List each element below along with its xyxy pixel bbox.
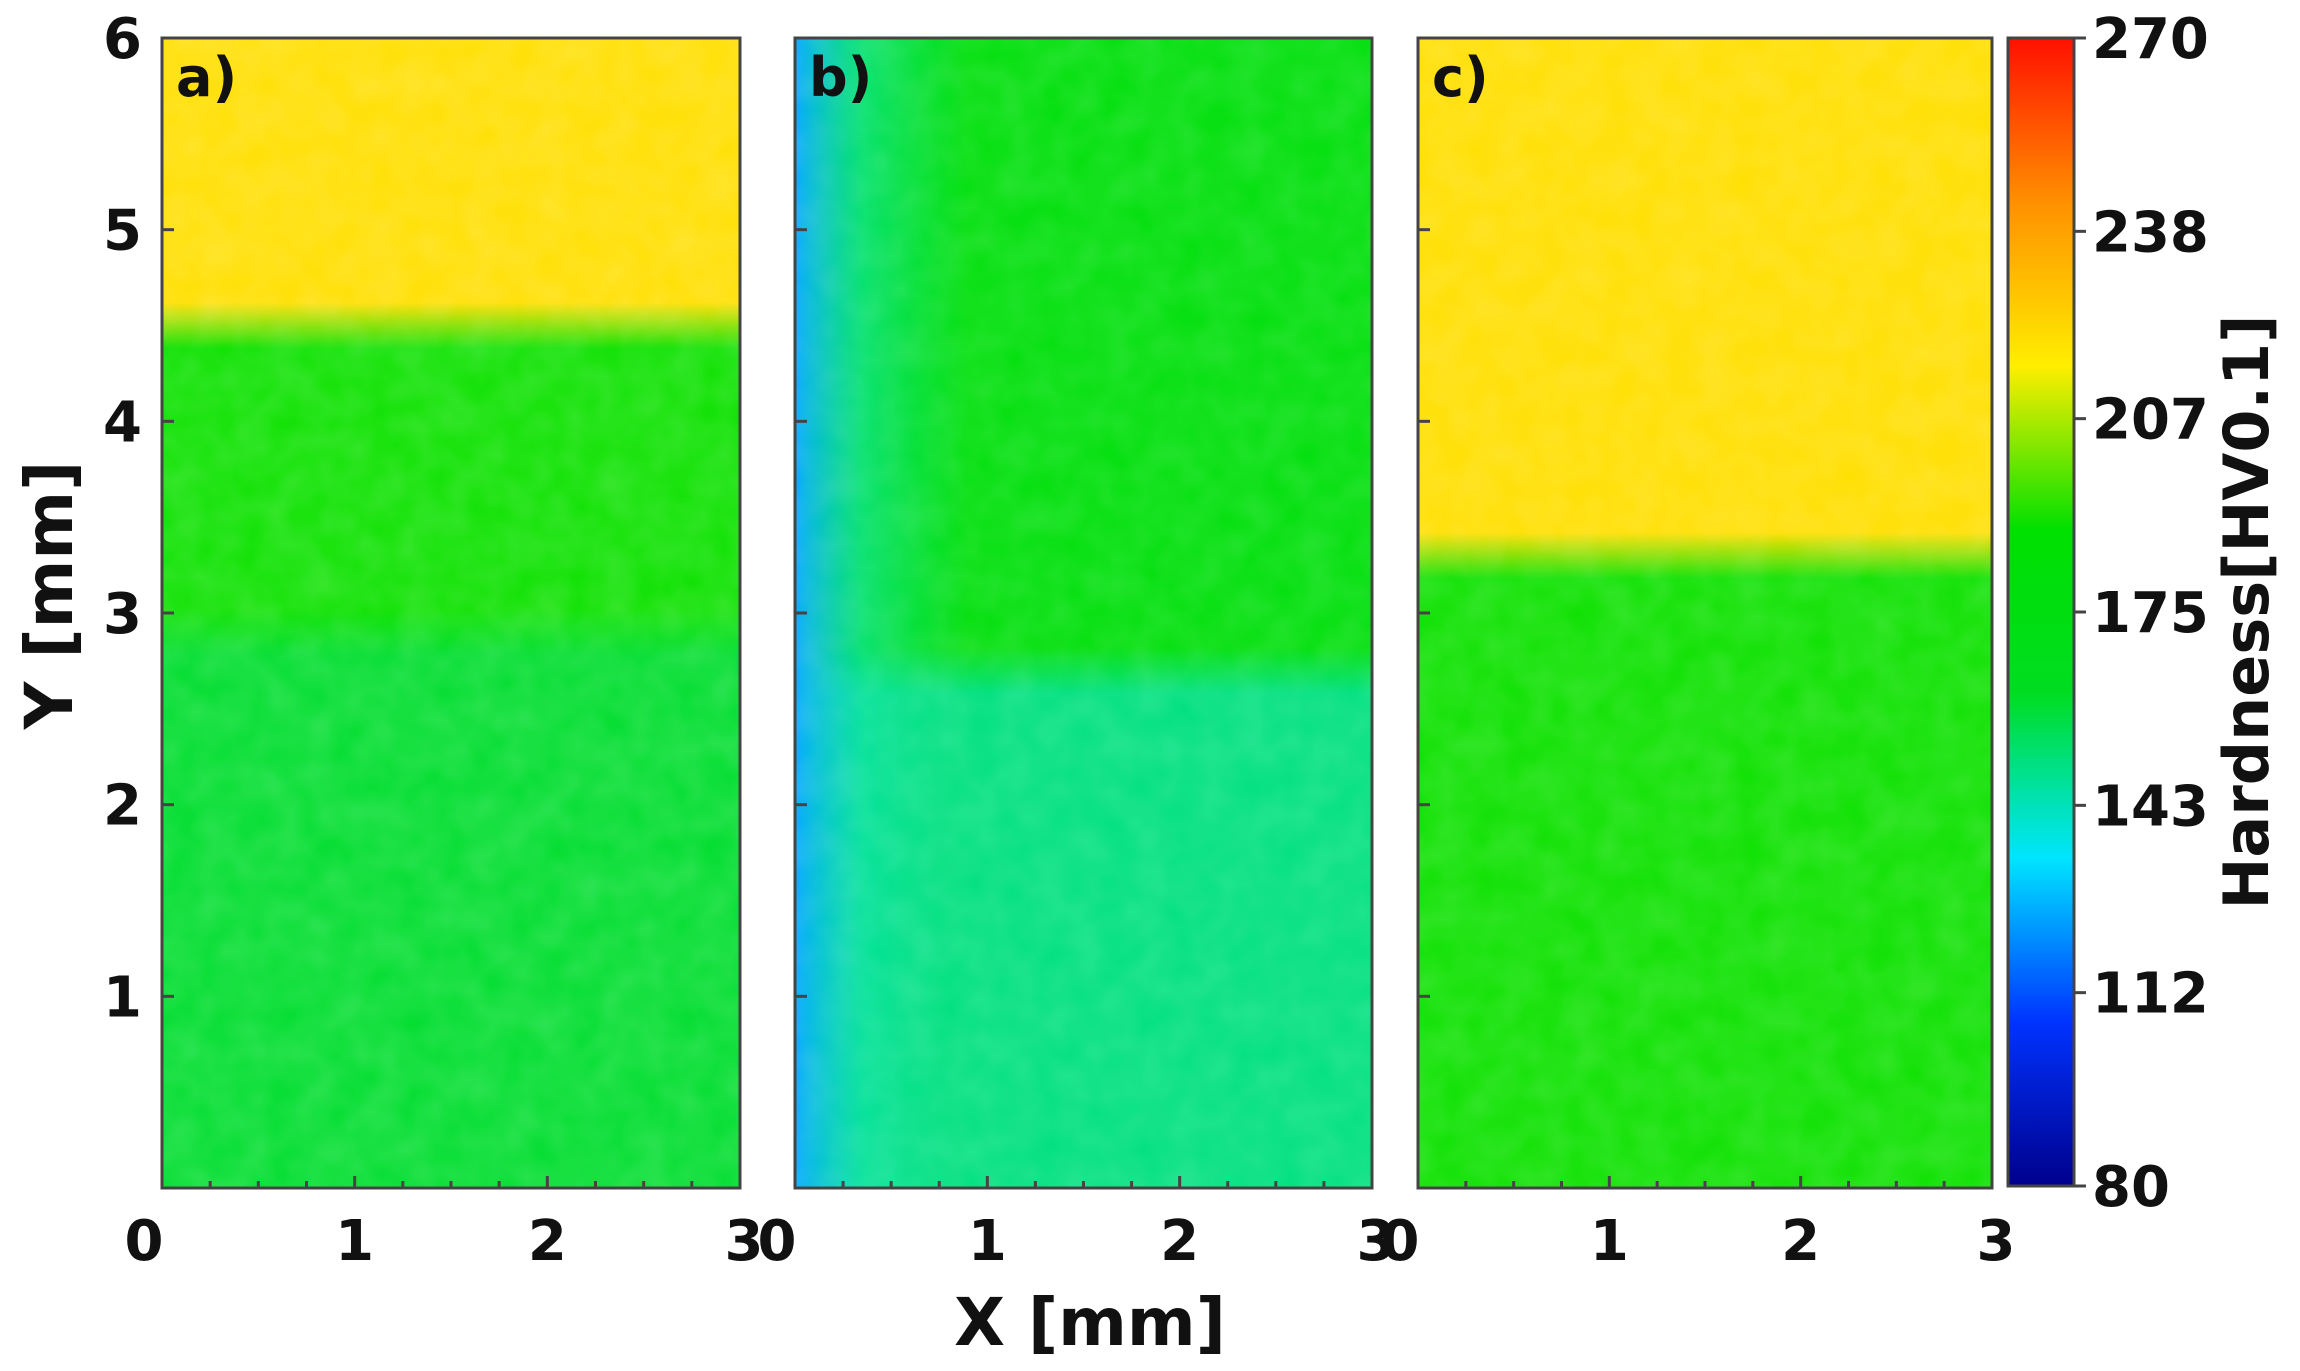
y-tick-label: 4 <box>103 390 142 455</box>
x-tick-label: 0 <box>758 1209 797 1274</box>
x-tick-label: 3 <box>1357 1209 1396 1274</box>
colorbar-tick-label: 207 <box>2092 388 2209 453</box>
x-tick-label: 0 <box>1381 1209 1420 1274</box>
panel-b-label: b) <box>809 46 872 109</box>
y-tick-label: 1 <box>103 965 142 1030</box>
x-axis-title: X [mm] <box>954 1284 1226 1361</box>
panel-a-label: a) <box>176 46 237 109</box>
x-tick-label: 2 <box>1781 1209 1820 1274</box>
colorbar-tick-label: 175 <box>2092 581 2209 646</box>
colorbar: 270 238 207 175 143 112 80 Hardness[HV0.1] <box>2006 7 2283 1220</box>
y-tick-label: 2 <box>103 774 142 839</box>
colorbar-tick-label: 80 <box>2092 1155 2170 1220</box>
x-tick-label: 3 <box>1977 1209 2016 1274</box>
y-tick-label: 3 <box>103 582 142 647</box>
x-tick-label: 1 <box>335 1209 374 1274</box>
panel-c-label: c) <box>1432 46 1489 109</box>
colorbar-gradient <box>2006 36 2076 1188</box>
heatmap-panel-c: c) <box>1416 36 1994 1190</box>
x-tick-label: 3 <box>725 1209 764 1274</box>
y-axis-title: Y [mm] <box>11 461 88 731</box>
colorbar-ticks: 270 238 207 175 143 112 80 <box>2074 7 2209 1220</box>
x-tick-label: 2 <box>528 1209 567 1274</box>
panel-c-texture <box>1418 38 1992 1188</box>
heatmap-panel-a: a) <box>160 36 742 1190</box>
y-tick-label: 5 <box>103 199 142 264</box>
colorbar-title: Hardness[HV0.1] <box>2210 314 2283 909</box>
panel-b-texture <box>795 38 1372 1188</box>
x-tick-label: 1 <box>1590 1209 1629 1274</box>
panel-a-texture <box>162 38 740 1188</box>
colorbar-tick-label: 143 <box>2092 774 2209 839</box>
x-tick-label: 2 <box>1160 1209 1199 1274</box>
colorbar-tick-label: 238 <box>2092 200 2209 265</box>
colorbar-tick-label: 270 <box>2092 7 2209 72</box>
x-tick-label: 1 <box>968 1209 1007 1274</box>
x-tick-label: 0 <box>125 1209 164 1274</box>
heatmap-panel-b: b) <box>793 36 1374 1190</box>
colorbar-tick-label: 112 <box>2092 962 2209 1027</box>
y-tick-label: 6 <box>103 7 142 72</box>
